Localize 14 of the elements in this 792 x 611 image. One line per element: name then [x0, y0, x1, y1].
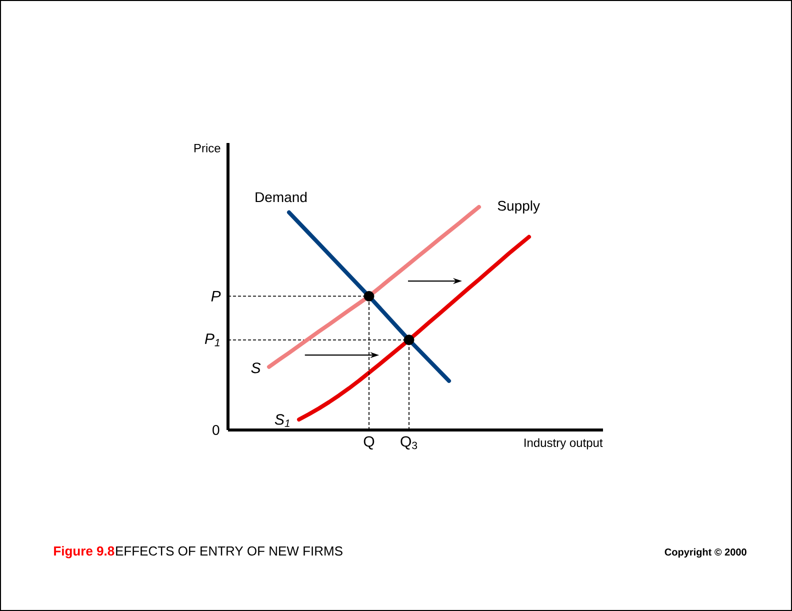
annotation: Supply — [498, 200, 540, 214]
series-label: S — [251, 362, 261, 374]
x-tick-label: Q — [364, 436, 374, 450]
ref-line-label: P$_{1}$ — [204, 334, 220, 346]
text: Copyright © 2000 — [664, 548, 746, 558]
ref-line-label: P — [211, 291, 221, 302]
series-label: S$_{1}$ — [274, 414, 290, 427]
x-tick-label: Q$_{3}$ — [400, 436, 418, 450]
y-axis-title: Price — [194, 144, 220, 152]
text: Figure 9.8 — [54, 546, 114, 558]
text: EFFECTS OF ENTRY OF NEW FIRMS — [116, 546, 342, 556]
series-label: Demand — [256, 192, 307, 202]
text: 0 — [212, 425, 220, 435]
x-axis-title: Industry output — [524, 438, 603, 450]
